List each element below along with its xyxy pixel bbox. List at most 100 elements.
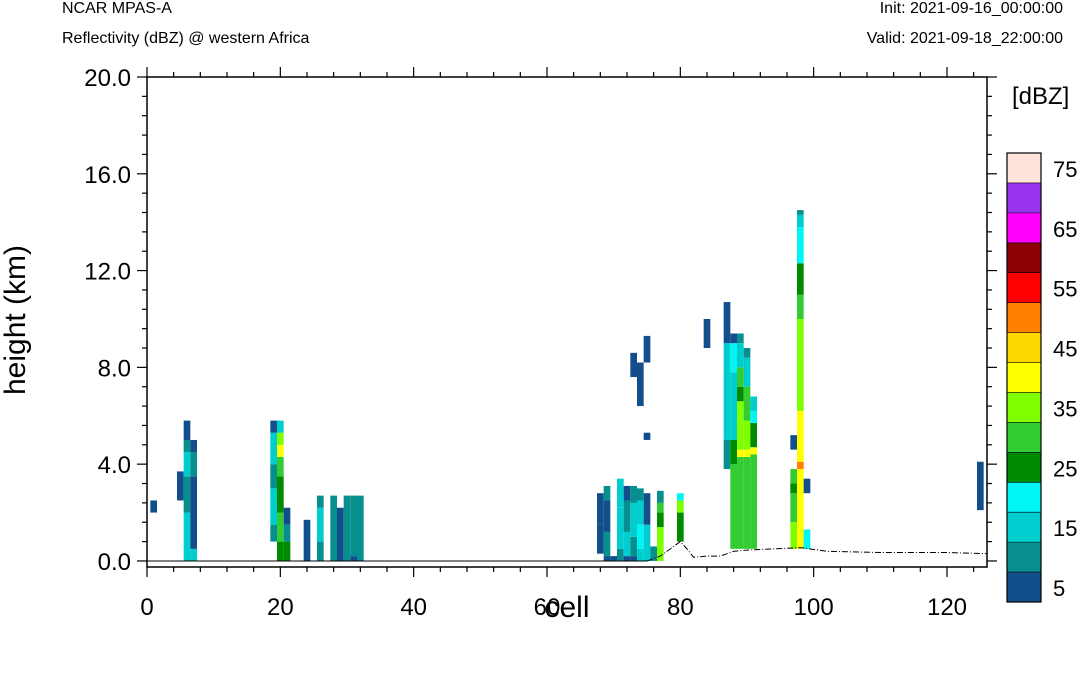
- reflectivity-cell: [283, 507, 291, 525]
- reflectivity-cell: [750, 423, 757, 448]
- reflectivity-cell: [650, 546, 657, 561]
- reflectivity-cell: [630, 352, 637, 378]
- reflectivity-cell: [623, 485, 631, 501]
- colorbar-tick-label: 75: [1053, 157, 1077, 182]
- reflectivity-cell: [283, 524, 291, 542]
- reflectivity-cell: [723, 343, 731, 440]
- y-tick-label: 4.0: [98, 452, 131, 479]
- reflectivity-cell: [637, 362, 644, 407]
- reflectivity-cell: [337, 507, 344, 561]
- reflectivity-cell: [643, 335, 651, 363]
- reflectivity-cell: [797, 461, 804, 469]
- reflectivity-cell: [790, 483, 797, 494]
- reflectivity-cell: [657, 527, 664, 561]
- reflectivity-cell: [283, 541, 291, 561]
- reflectivity-cell: [330, 495, 337, 561]
- reflectivity-cell: [357, 495, 364, 561]
- reflectivity-cell: [797, 294, 804, 319]
- reflectivity-cell: [750, 410, 757, 424]
- reflectivity-cell: [270, 420, 277, 433]
- x-axis-label: cell: [544, 591, 589, 624]
- reflectivity-cell: [350, 556, 357, 561]
- reflectivity-cell: [677, 500, 684, 513]
- reflectivity-cell: [743, 386, 751, 421]
- reflectivity-cell: [737, 343, 744, 368]
- reflectivity-cell: [790, 493, 797, 523]
- reflectivity-cell: [737, 449, 744, 457]
- reflectivity-cell: [657, 512, 664, 528]
- reflectivity-cell: [637, 500, 644, 525]
- colorbar-tick-label: 55: [1053, 277, 1077, 302]
- colorbar-tick-label: 25: [1053, 456, 1077, 481]
- reflectivity-cell: [343, 495, 351, 561]
- reflectivity-cell: [603, 500, 611, 532]
- reflectivity-cell: [803, 478, 811, 494]
- axis-ticks: [137, 67, 997, 577]
- reflectivity-cell: [743, 456, 751, 549]
- reflectivity-cell: [677, 493, 684, 501]
- reflectivity-cell: [743, 449, 751, 457]
- reflectivity-cell: [797, 263, 804, 295]
- x-tick-label: 40: [400, 594, 427, 621]
- init-time: Init: 2021-09-16_00:00:00: [879, 0, 1063, 17]
- x-tick-label: 120: [927, 594, 967, 621]
- x-tick-label: 60: [534, 594, 561, 621]
- reflectivity-cell: [270, 464, 277, 489]
- reflectivity-cell: [743, 348, 751, 358]
- reflectivity-cell: [597, 493, 604, 525]
- colorbar: 5 15 25 35 45 55 65 75: [1006, 152, 1077, 603]
- reflectivity-cell: [277, 512, 284, 542]
- x-tick-label: 0: [140, 594, 153, 621]
- colorbar-swatch: [1007, 512, 1041, 543]
- reflectivity-cell: [630, 536, 637, 557]
- colorbar-swatch: [1007, 422, 1041, 453]
- reflectivity-cell: [190, 439, 197, 453]
- reflectivity-cell: [797, 410, 804, 462]
- colorbar-tick-label: 35: [1053, 396, 1077, 421]
- reflectivity-cell: [637, 488, 644, 501]
- model-name: NCAR MPAS-A: [62, 0, 172, 17]
- reflectivity-cell: [623, 556, 631, 561]
- reflectivity-cell: [183, 476, 191, 513]
- terrain-line: [147, 540, 988, 562]
- reflectivity-cell: [277, 432, 284, 445]
- reflectivity-cell: [797, 469, 804, 549]
- reflectivity-cell: [737, 386, 744, 402]
- x-tick-label: 80: [667, 594, 694, 621]
- reflectivity-cell: [183, 452, 191, 477]
- reflectivity-cell: [737, 401, 744, 450]
- reflectivity-cell: [617, 478, 624, 508]
- reflectivity-cell: [630, 502, 637, 537]
- plot-axes: [146, 76, 988, 568]
- y-tick-label: 12.0: [84, 259, 131, 286]
- reflectivity-cell: [730, 439, 737, 465]
- colorbar-frame: [1006, 152, 1042, 603]
- reflectivity-cell: [737, 367, 744, 387]
- colorbar-swatch: [1007, 302, 1041, 333]
- reflectivity-cell: [790, 469, 797, 484]
- y-axis-label: height (km): [0, 245, 32, 395]
- reflectivity-cell: [190, 548, 197, 561]
- reflectivity-cell: [703, 318, 711, 349]
- reflectivity-cell: [643, 432, 651, 440]
- colorbar-swatch: [1007, 362, 1041, 393]
- colorbar-swatch: [1007, 242, 1041, 273]
- reflectivity-cell: [610, 556, 617, 561]
- colorbar-swatch: [1007, 542, 1041, 573]
- reflectivity-cell: [277, 420, 284, 433]
- reflectivity-cell: [637, 548, 644, 561]
- reflectivity-cell: [797, 210, 804, 215]
- reflectivity-cell: [270, 488, 277, 525]
- y-tick-label: 20.0: [84, 65, 131, 92]
- reflectivity-cell: [617, 507, 624, 549]
- terrain-profile: [646, 540, 988, 562]
- colorbar-swatch: [1007, 332, 1041, 363]
- reflectivity-cell: [803, 529, 811, 549]
- colorbar-swatch: [1007, 452, 1041, 483]
- reflectivity-cell: [623, 531, 631, 557]
- reflectivity-cell: [797, 227, 804, 264]
- colorbar-unit-label: [dBZ]: [1012, 83, 1069, 110]
- reflectivity-cell: [317, 495, 324, 508]
- reflectivity-cell: [303, 519, 311, 561]
